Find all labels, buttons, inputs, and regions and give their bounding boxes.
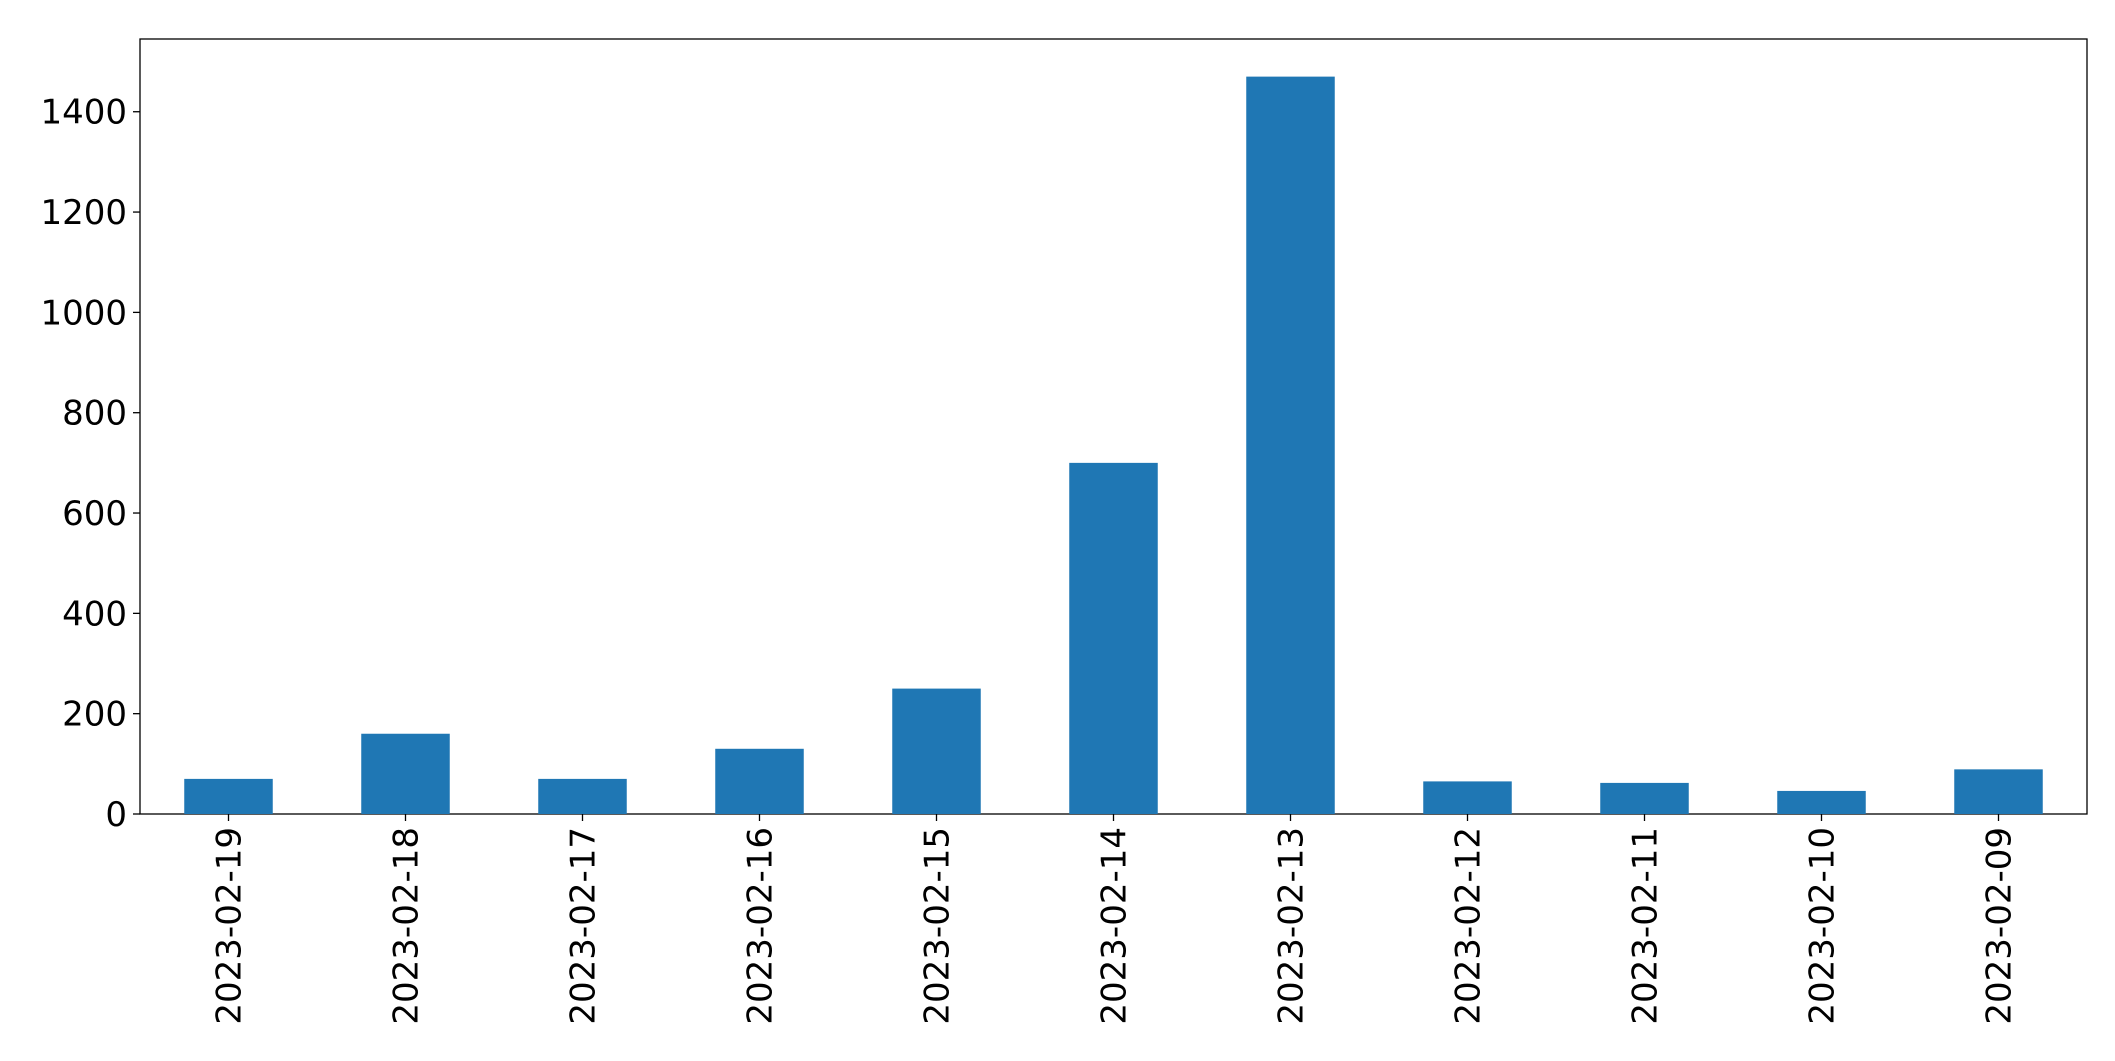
y-tick-label: 1400 bbox=[40, 93, 127, 133]
x-tick-label: 2023-02-16 bbox=[741, 827, 781, 1025]
y-tick-label: 200 bbox=[62, 695, 127, 735]
x-tick-label: 2023-02-13 bbox=[1272, 827, 1312, 1025]
x-tick-label: 2023-02-18 bbox=[387, 827, 427, 1025]
x-tick-label: 2023-02-10 bbox=[1803, 827, 1843, 1025]
bar bbox=[1246, 76, 1335, 815]
bar bbox=[538, 778, 627, 814]
y-tick-label: 1000 bbox=[40, 293, 127, 333]
y-tick-label: 800 bbox=[62, 394, 127, 434]
x-tick-label: 2023-02-17 bbox=[564, 827, 604, 1025]
bar bbox=[1954, 769, 2043, 814]
bar bbox=[184, 778, 273, 814]
bar bbox=[1777, 790, 1866, 814]
bar bbox=[1600, 782, 1689, 814]
bar bbox=[1069, 462, 1158, 814]
x-tick-label: 2023-02-11 bbox=[1626, 827, 1666, 1025]
x-tick-label: 2023-02-14 bbox=[1095, 827, 1135, 1025]
bar bbox=[361, 733, 450, 814]
y-tick-label: 600 bbox=[62, 494, 127, 534]
bar bbox=[715, 748, 804, 814]
bar bbox=[1423, 781, 1512, 814]
x-tick-label: 2023-02-15 bbox=[918, 827, 958, 1025]
bar bbox=[892, 688, 981, 814]
y-tick-label: 1200 bbox=[40, 193, 127, 233]
y-tick-label: 0 bbox=[105, 795, 127, 835]
x-tick-label: 2023-02-09 bbox=[1980, 827, 2020, 1025]
x-tick-label: 2023-02-12 bbox=[1449, 827, 1489, 1025]
y-tick-label: 400 bbox=[62, 594, 127, 634]
x-tick-label: 2023-02-19 bbox=[210, 827, 250, 1025]
